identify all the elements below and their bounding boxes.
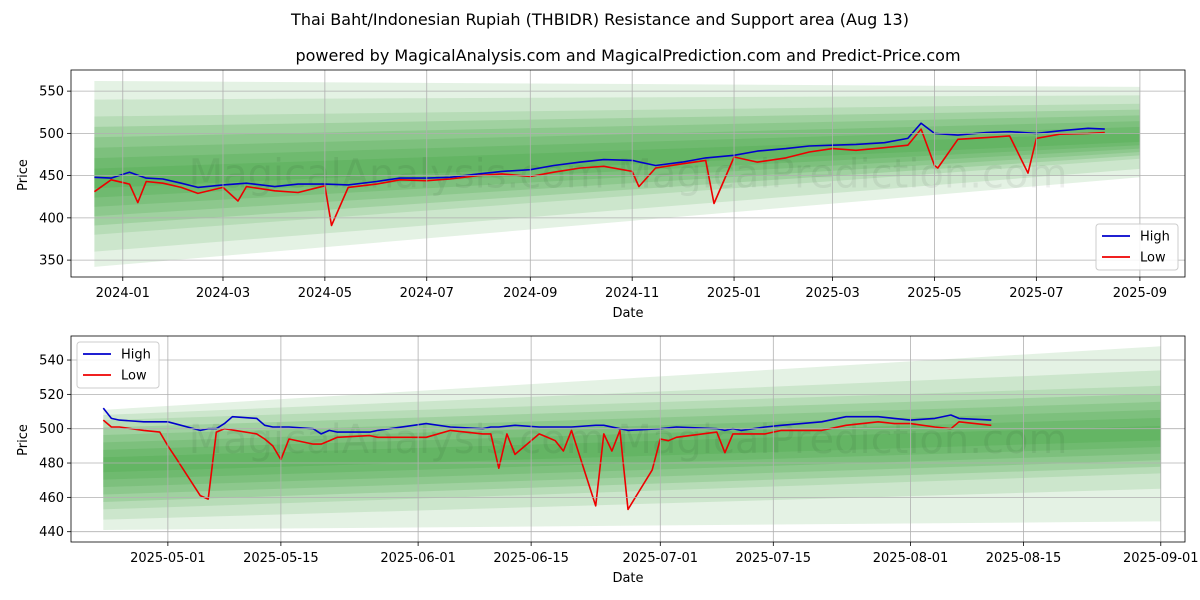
x-tick-label: 2025-03 [805, 286, 859, 301]
x-tick-label: 2025-01 [707, 286, 761, 301]
band-inner-5 [103, 393, 1161, 502]
y-tick-label: 460 [39, 491, 64, 506]
chart-title: Thai Baht/Indonesian Rupiah (THBIDR) Res… [290, 10, 909, 29]
watermark-text: MagicalAnalysis.com MagicalPrediction.co… [189, 152, 1068, 198]
band-inner-3 [103, 409, 1161, 488]
x-tick-label: 2025-07-15 [736, 551, 812, 566]
y-tick-label: 450 [39, 169, 64, 184]
x-tick-label: 2025-05-15 [243, 551, 319, 566]
watermark-text: MagicalAnalysis.com MagicalPrediction.co… [189, 417, 1068, 463]
x-tick-label: 2025-05 [907, 286, 961, 301]
band-inner-4 [94, 115, 1140, 217]
x-tick-label: 2024-05 [298, 286, 352, 301]
chart-legend: High Low [76, 341, 160, 389]
band-area-2 [103, 370, 1161, 520]
top-y-axis-label: Price [16, 159, 31, 191]
legend-label-low: Low [121, 369, 147, 384]
x-tick-label: 2024-03 [196, 286, 250, 301]
band-inner-2 [94, 126, 1140, 198]
series-line-high [102, 407, 992, 435]
y-tick-label: 400 [39, 211, 64, 226]
series-line-low [93, 128, 1105, 227]
band-area-3 [94, 80, 1140, 267]
chart-legend: High Low [1095, 223, 1179, 271]
legend-label-high: High [121, 348, 151, 363]
band-area-2 [94, 95, 1140, 252]
y-tick-label: 440 [39, 525, 64, 540]
legend-label-low: Low [1140, 251, 1166, 266]
x-tick-label: 2025-06-01 [380, 551, 456, 566]
x-tick-label: 2024-11 [605, 286, 659, 301]
x-tick-label: 2025-05-01 [130, 551, 206, 566]
band-area-3 [103, 346, 1161, 530]
x-tick-label: 2024-07 [400, 286, 454, 301]
band-inner-5 [94, 109, 1140, 226]
band-inner-4 [103, 401, 1161, 495]
bottom-y-axis-label: Price [16, 424, 31, 456]
plot-area: MagicalAnalysis.com MagicalPrediction.co… [102, 346, 1161, 530]
band-inner-1 [103, 425, 1161, 473]
axes-frame [70, 69, 1186, 278]
y-tick-label: 500 [39, 422, 64, 437]
axes-frame [70, 335, 1186, 543]
y-tick-label: 480 [39, 457, 64, 472]
x-tick-label: 2025-06-15 [493, 551, 569, 566]
x-tick-label: 2024-09 [503, 286, 557, 301]
band-area-1 [103, 385, 1161, 510]
bottom-x-axis-label: Date [612, 571, 643, 586]
y-tick-label: 550 [39, 85, 64, 100]
series-line-high [94, 122, 1105, 189]
y-tick-label: 540 [39, 354, 64, 369]
x-tick-label: 2025-07-01 [623, 551, 699, 566]
x-tick-label: 2025-09 [1113, 286, 1167, 301]
y-tick-label: 520 [39, 388, 64, 403]
band-inner-2 [103, 417, 1161, 480]
x-tick-label: 2025-09-01 [1123, 551, 1199, 566]
x-tick-label: 2024-01 [96, 286, 150, 301]
x-tick-label: 2025-07 [1009, 286, 1063, 301]
top-chart-panel: MagicalAnalysis.com MagicalPrediction.co… [39, 69, 1186, 301]
chart-subtitle: powered by MagicalAnalysis.com and Magic… [295, 46, 960, 65]
y-tick-label: 350 [39, 254, 64, 269]
bottom-chart-panel: MagicalAnalysis.com MagicalPrediction.co… [39, 335, 1199, 566]
legend-label-high: High [1140, 230, 1170, 245]
plot-area: MagicalAnalysis.com MagicalPrediction.co… [93, 80, 1140, 267]
x-tick-label: 2025-08-01 [873, 551, 949, 566]
series-line-low [102, 419, 992, 511]
y-tick-label: 500 [39, 127, 64, 142]
x-tick-label: 2025-08-15 [986, 551, 1062, 566]
top-x-axis-label: Date [612, 306, 643, 321]
